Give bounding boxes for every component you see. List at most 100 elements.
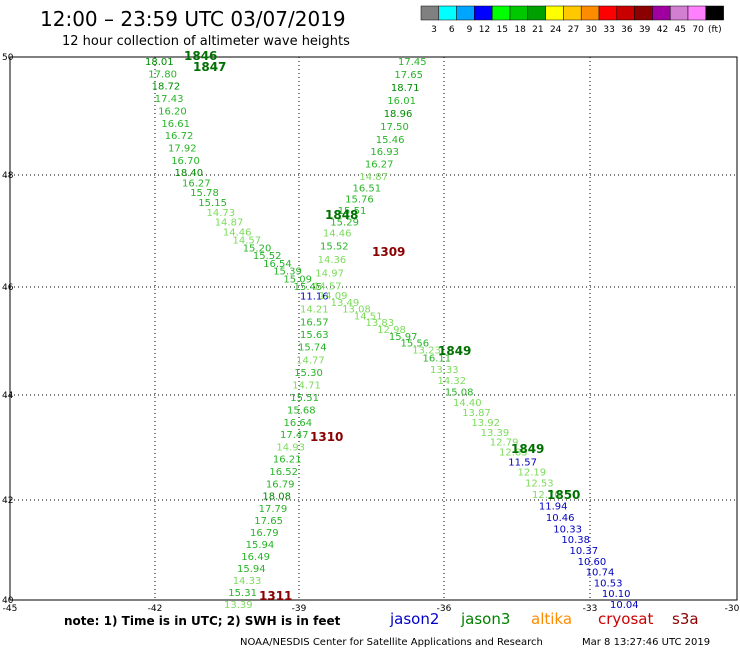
swh-value: 15.78 <box>190 188 219 199</box>
swh-value: 14.87 <box>215 218 244 229</box>
lon-tick: -42 <box>148 604 163 614</box>
swh-value: 15.29 <box>330 217 359 228</box>
swh-value: 15.09 <box>283 274 312 285</box>
swh-value: 14.71 <box>292 381 321 392</box>
swh-value: 17.79 <box>259 504 288 515</box>
swh-value: 15.08 <box>445 387 474 398</box>
latitude-ticks: 50 48 46 44 42 40 <box>2 53 14 606</box>
pass-label: 1849 <box>511 442 544 456</box>
lat-tick: 44 <box>2 391 14 401</box>
swh-value: 10.04 <box>610 600 639 611</box>
page-title: 12:00 – 23:59 UTC 03/07/2019 <box>40 7 346 31</box>
swh-value: 13.39 <box>224 600 253 611</box>
swh-value: 14.97 <box>315 268 344 279</box>
swh-value: 15.20 <box>243 244 272 255</box>
color-scale-label: 45 <box>675 25 686 35</box>
color-swatch <box>687 5 707 21</box>
color-scale-label: 36 <box>621 25 633 35</box>
swh-value: 16.79 <box>250 528 279 539</box>
swh-value: 13.83 <box>366 318 395 329</box>
swh-value: 10.10 <box>602 589 631 600</box>
color-swatch <box>580 5 600 21</box>
swh-value: 11.94 <box>539 502 568 513</box>
color-scale-label: 15 <box>497 25 508 35</box>
satellite-jason2: jason2 <box>389 610 439 628</box>
swh-value: 16.79 <box>266 479 295 490</box>
swh-value: 16.27 <box>365 160 394 171</box>
swh-value: 15.52 <box>253 251 282 262</box>
longitude-ticks: -45 -42 -39 -36 -33 -30 <box>3 604 740 614</box>
swh-value: 12.79 <box>490 438 519 449</box>
swh-value: 11.16 <box>300 292 329 303</box>
plot-border <box>9 56 738 601</box>
swh-value: 17.50 <box>380 122 409 133</box>
swh-value: 10.46 <box>546 513 575 524</box>
swh-value: 14.46 <box>323 229 352 240</box>
swh-value: 16.72 <box>165 131 194 142</box>
satellite-legend: jason2 jason3 altika cryosat s3a <box>389 610 699 628</box>
swh-value: 15.51 <box>338 206 367 217</box>
swh-value: 16.20 <box>158 106 187 117</box>
swh-value: 15.76 <box>345 195 374 206</box>
swh-value: 14.36 <box>318 255 347 266</box>
swh-value: 15.15 <box>198 198 227 209</box>
swh-value: 14.32 <box>438 376 467 387</box>
color-scale-label: 42 <box>657 25 668 35</box>
swh-value: 16.64 <box>284 418 313 429</box>
lat-tick: 50 <box>2 53 14 63</box>
lat-tick: 46 <box>2 283 14 293</box>
pass-label: 1309 <box>372 245 405 259</box>
plot-frame <box>9 56 738 601</box>
color-swatch <box>491 5 511 21</box>
swh-value: 15.46 <box>376 135 405 146</box>
swh-value: 17.45 <box>398 57 427 68</box>
swh-value: 12.98 <box>377 325 406 336</box>
swh-value: 18.40 <box>175 168 204 179</box>
swh-value: 18.96 <box>384 109 413 120</box>
color-scale-label: 30 <box>586 25 598 35</box>
swh-value: 14.09 <box>319 291 348 302</box>
swh-value: 15.97 <box>389 332 418 343</box>
swh-value: 17.80 <box>148 69 177 80</box>
color-scale-label: 39 <box>639 25 651 35</box>
satellite-s3a: s3a <box>672 610 699 628</box>
satellite-jason3: jason3 <box>460 610 510 628</box>
color-swatch <box>563 5 582 21</box>
color-scale-label: 24 <box>550 25 562 35</box>
swh-value: 14.51 <box>354 311 383 322</box>
swh-value: 10.37 <box>570 546 599 557</box>
swh-value: 16.51 <box>353 183 382 194</box>
color-scale-label: 12 <box>479 25 490 35</box>
swh-value: 13.23 <box>412 345 441 356</box>
swh-value: 14.77 <box>296 355 325 366</box>
lon-tick: -33 <box>583 604 598 614</box>
swh-value: 14.40 <box>453 398 482 409</box>
color-scale-label: 6 <box>449 25 455 35</box>
pass-label: 1846 <box>184 49 217 63</box>
color-scale-label: 33 <box>603 25 614 35</box>
color-scale-label: 27 <box>568 25 579 35</box>
swh-value: 15.45 <box>294 282 323 293</box>
swh-value: 18.01 <box>145 57 174 68</box>
swh-value: 14.57 <box>313 282 342 293</box>
swh-value: 14.87 <box>359 172 388 183</box>
swh-value: 14.93 <box>276 442 305 453</box>
satellite-cryosat: cryosat <box>598 610 653 628</box>
swh-value: 10.38 <box>561 535 590 546</box>
swh-value: 14.21 <box>300 305 329 316</box>
swh-value: 18.72 <box>152 82 181 93</box>
pass-label: 1849 <box>438 344 471 358</box>
swh-value: 15.63 <box>300 330 329 341</box>
swh-value: 16.54 <box>263 259 292 270</box>
grid-lines <box>10 57 737 600</box>
swh-value: 14.33 <box>233 576 262 587</box>
swh-value: 13.33 <box>430 365 459 376</box>
swh-value: 15.68 <box>287 406 316 417</box>
color-scale-label: (ft) <box>708 25 722 35</box>
swh-value: 13.08 <box>342 305 371 316</box>
swh-value: 16.11 <box>423 354 452 365</box>
color-swatch <box>545 5 564 21</box>
color-scale-label: 21 <box>532 25 543 35</box>
swh-value: 15.31 <box>228 588 257 599</box>
